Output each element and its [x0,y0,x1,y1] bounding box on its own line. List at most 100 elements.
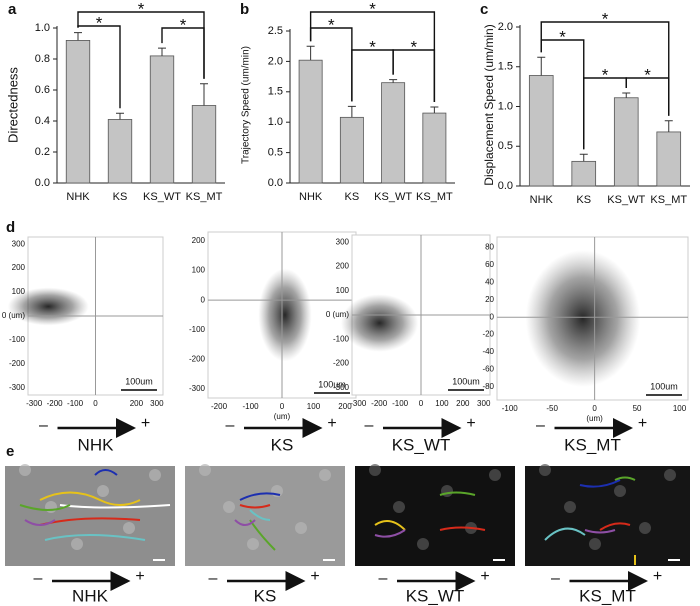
y-tick-label: 0 (um) [326,310,349,319]
y-tick-label: 1.0 [268,116,283,128]
panel-letter: c [480,1,488,18]
y-tick-label: 1.5 [268,86,283,98]
condition-label: NHK [72,586,109,605]
bar [339,116,364,184]
y-tick-label: 0.0 [498,180,513,192]
y-tick-label: -300 [333,383,350,392]
panel-letter: b [240,1,249,18]
significance-bracket [540,21,670,116]
y-axis-label: Trajectory Speed (um/min) [241,46,252,164]
x-tick-label: KS [576,194,591,206]
y-tick-label: -20 [482,330,494,339]
cell [369,464,381,476]
significance-star: * [180,15,187,34]
x-tick-label: -300 [350,399,367,408]
significance-bracket [625,77,670,116]
y-tick-label: -40 [482,347,494,356]
micrograph [5,466,175,566]
significance-star: * [602,9,609,28]
direction-plus: + [480,568,489,585]
scale-bar-label: 100um [125,376,153,386]
x-tick-label: KS_MT [186,191,223,203]
y-tick-label: 300 [12,239,26,248]
y-tick-label: 1.5 [498,61,513,73]
bar [571,160,597,187]
scale-bar-label: 100um [318,379,346,389]
significance-star: * [602,65,609,84]
x-tick-label: 0 [280,402,285,411]
direction-minus: – [34,570,43,587]
condition-label: KS_MT [564,435,621,454]
direction-minus: – [226,417,235,434]
x-tick-label: KS_WT [607,194,645,206]
y-tick-label: 0.0 [268,177,283,189]
x-tick-label: -200 [211,402,228,411]
error-bar [158,47,166,56]
y-tick-label: 0.4 [35,115,50,127]
x-tick-label: NHK [66,191,90,203]
micrograph [185,466,345,566]
error-bar [389,79,398,83]
direction-minus: – [39,417,48,434]
y-tick-label: 20 [485,295,494,304]
error-bar [306,45,315,61]
x-tick-label: 0 [592,404,597,413]
x-tick-label: KS_WT [143,191,181,203]
error-bar [664,120,673,132]
track-cluster [258,268,312,362]
x-tick-label: 0 [419,399,424,408]
y-tick-label: 0 (um) [2,311,25,320]
bar [298,59,323,184]
cell [295,522,307,534]
cell [417,538,429,550]
y-tick-label: -100 [333,334,350,343]
condition-label: KS_WT [406,586,465,605]
cell [71,538,83,550]
direction-minus: – [536,417,545,434]
cell [589,538,601,550]
x-tick-label: -200 [371,399,388,408]
x-tick-label: KS [113,191,128,203]
error-bar [537,56,546,76]
cell [664,469,676,481]
cell-track [19,504,71,511]
y-tick-label: 0.2 [35,146,50,158]
y-tick-label: -80 [482,382,494,391]
y-tick-label: 2.0 [498,21,513,33]
error-bar [347,105,356,118]
panel-letter: d [6,219,15,236]
y-tick-label: 1.0 [35,22,50,34]
cell [564,501,576,513]
cell-track [599,522,631,531]
cell [149,469,161,481]
significance-star: * [410,37,417,56]
cell-track [39,491,141,506]
panel-letter: a [8,1,17,18]
significance-star: * [96,13,103,32]
direction-plus: + [310,568,319,585]
cell [199,464,211,476]
y-axis-label: Directedness [5,67,20,143]
y-tick-label: 200 [336,262,350,271]
y-tick-label: 2.0 [268,55,283,67]
x-tick-label: KS_MT [650,194,687,206]
x-tick-label: 300 [150,399,164,408]
y-tick-label: -200 [9,359,26,368]
significance-star: * [369,37,376,56]
condition-label: KS [254,586,277,605]
y-tick-label: -200 [189,355,206,364]
bar [422,112,447,184]
cell-track [239,504,271,509]
cell-track [439,491,476,496]
cell [393,501,405,513]
y-tick-label: 0.0 [35,177,50,189]
cell [19,464,31,476]
cell-track [94,469,118,476]
y-tick-label: 0.8 [35,53,50,65]
cell [247,538,259,550]
cell-track [249,509,271,521]
y-tick-label: 0.5 [268,147,283,159]
x-unit-label: (um) [274,412,291,421]
significance-star: * [559,27,566,46]
micrograph [355,466,515,566]
